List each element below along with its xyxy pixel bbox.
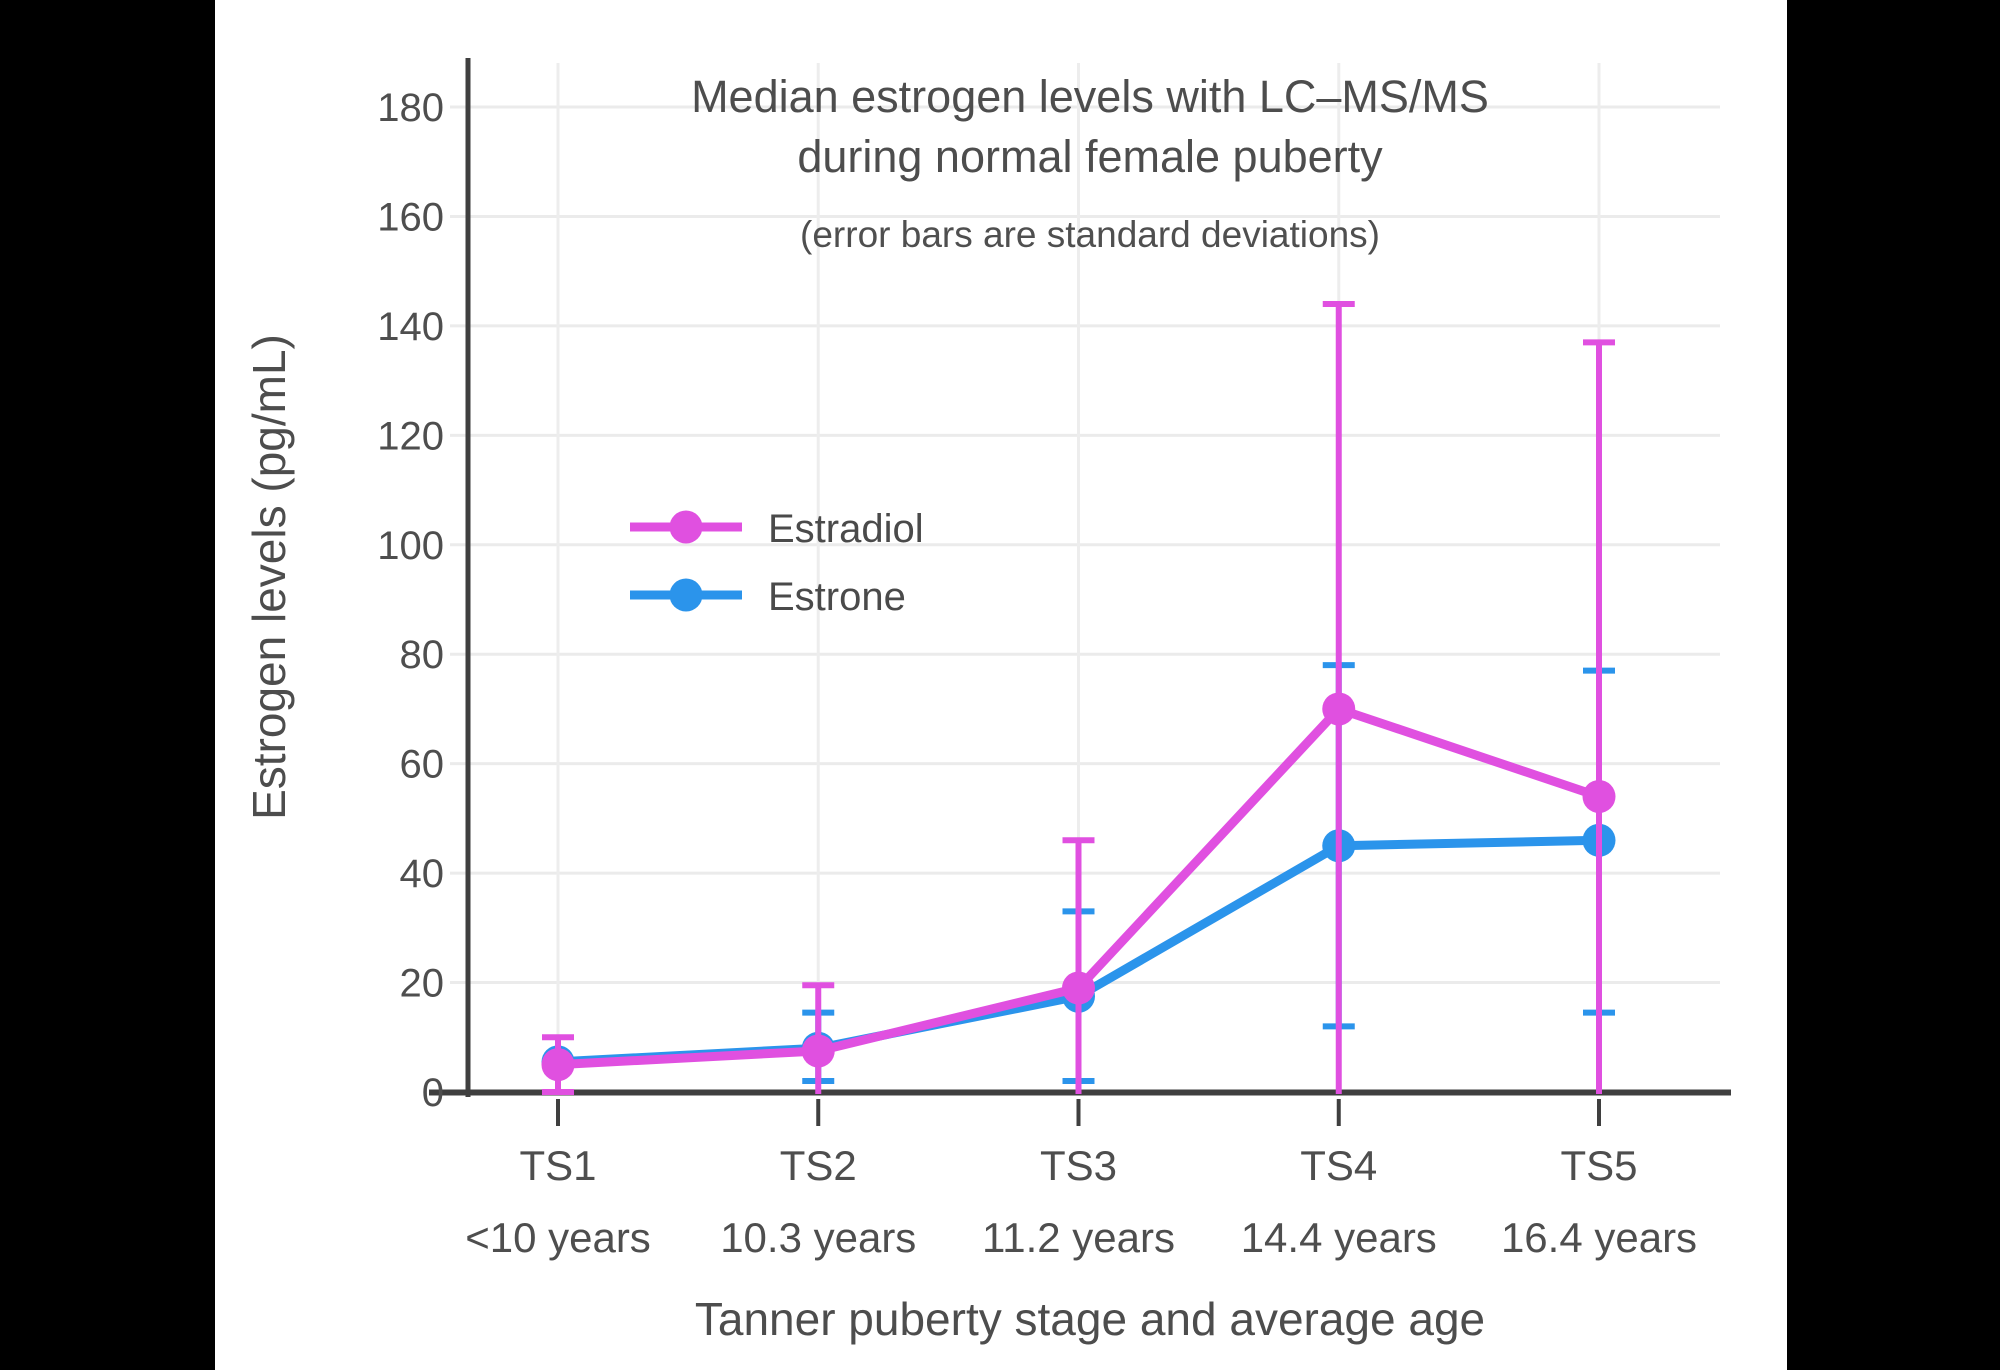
- data-point-Estradiol-TS3: [1062, 971, 1095, 1005]
- legend-label-estradiol: Estradiol: [768, 507, 924, 551]
- plot-area: 0 20 40 60 80 100 120 140 160 180 TS1 TS2 TS3 TS4 TS5 <…: [377, 58, 1731, 1261]
- chart-title-line2: during normal female puberty: [797, 131, 1383, 182]
- y-tick-label-40: 40: [400, 852, 445, 896]
- y-tick-label-140: 140: [377, 305, 444, 349]
- x-stage-label-TS3: TS3: [1040, 1142, 1117, 1189]
- legend-dot-estrone: [669, 578, 703, 612]
- y-tick-label-120: 120: [377, 414, 444, 458]
- y-tick-label-60: 60: [400, 743, 445, 787]
- chart-title-line1: Median estrogen levels with LC–MS/MS: [691, 71, 1489, 122]
- x-stage-label-TS5: TS5: [1560, 1142, 1637, 1189]
- x-stage-label-TS1: TS1: [519, 1142, 596, 1189]
- legend-label-estrone: Estrone: [768, 575, 906, 619]
- y-tick-label-160: 160: [377, 195, 444, 239]
- chart-subtitle: (error bars are standard deviations): [800, 214, 1380, 255]
- y-tick-label-0: 0: [422, 1071, 444, 1115]
- y-tick-label-80: 80: [400, 633, 445, 677]
- data-point-Estradiol-TS2: [801, 1034, 835, 1068]
- y-tick-label-180: 180: [377, 86, 444, 130]
- data-point-Estradiol-TS1: [541, 1048, 575, 1082]
- figure-panel: [215, 0, 1787, 1370]
- x-axis-title: Tanner puberty stage and average age: [695, 1293, 1485, 1345]
- data-point-Estradiol-TS5: [1582, 780, 1616, 814]
- x-age-label-TS3: 11.2 years: [982, 1214, 1175, 1261]
- y-tick-label-20: 20: [400, 962, 445, 1006]
- x-stage-label-TS2: TS2: [780, 1142, 857, 1189]
- x-age-label-TS5: 16.4 years: [1501, 1214, 1697, 1261]
- x-age-label-TS2: 10.3 years: [720, 1214, 916, 1261]
- legend-dot-estradiol: [669, 510, 703, 544]
- data-point-Estradiol-TS4: [1322, 692, 1356, 726]
- x-age-label-TS1: <10 years: [465, 1214, 651, 1261]
- x-age-label-TS4: 14.4 years: [1241, 1214, 1437, 1261]
- legend: Estradiol Estrone: [630, 507, 924, 619]
- y-axis-title: Estrogen levels (pg/mL): [243, 334, 295, 820]
- y-tick-label-100: 100: [377, 524, 444, 568]
- x-stage-label-TS4: TS4: [1300, 1142, 1377, 1189]
